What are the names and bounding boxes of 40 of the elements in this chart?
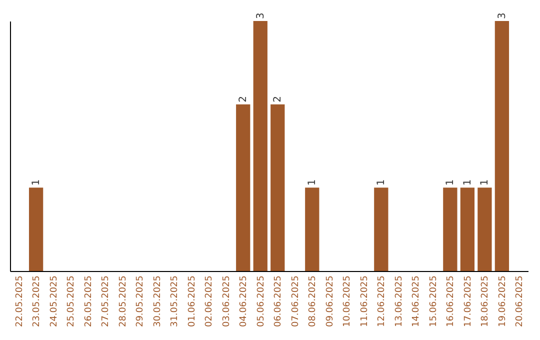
- x-tick-label: 18.06.2025: [480, 276, 491, 328]
- x-tick-label: 30.05.2025: [152, 276, 163, 328]
- data-label: 1: [462, 179, 474, 186]
- x-tick-label: 22.05.2025: [14, 276, 25, 328]
- x-tick-label: 28.05.2025: [118, 276, 128, 328]
- x-tick-label: 10.06.2025: [342, 276, 353, 328]
- x-tick-label: 24.05.2025: [49, 276, 60, 328]
- x-tick-label: 03.06.2025: [222, 276, 232, 328]
- data-label: 1: [445, 179, 456, 186]
- x-tick-label: 25.05.2025: [66, 276, 77, 328]
- data-label: 1: [376, 179, 388, 186]
- x-tick-label: 16.06.2025: [446, 276, 456, 328]
- x-tick-label: 26.05.2025: [84, 276, 94, 328]
- x-tick-label: 23.05.2025: [32, 276, 42, 328]
- x-tick-label: 15.06.2025: [428, 276, 439, 328]
- x-tick-label: 02.06.2025: [204, 276, 215, 328]
- x-tick-label: 11.06.2025: [360, 276, 370, 328]
- x-tick-label: 17.06.2025: [463, 276, 474, 328]
- data-label: 3: [255, 12, 266, 19]
- data-label: 2: [272, 96, 284, 102]
- x-tick-label: 20.06.2025: [515, 276, 526, 328]
- x-tick-label: 13.06.2025: [394, 276, 404, 328]
- data-label: 1: [31, 179, 42, 186]
- data-label: 1: [480, 179, 491, 186]
- x-tick-label: 07.06.2025: [290, 276, 301, 328]
- x-tick-label: 29.05.2025: [136, 276, 146, 328]
- x-tick-label: 14.06.2025: [412, 276, 422, 328]
- x-tick-label: 27.05.2025: [101, 276, 112, 328]
- x-tick-label: 05.06.2025: [256, 276, 266, 328]
- x-tick-label: 19.06.2025: [498, 276, 508, 328]
- x-tick-label: 31.05.2025: [170, 276, 180, 328]
- data-label: 1: [307, 179, 318, 186]
- x-tick-label: 08.06.2025: [308, 276, 318, 328]
- data-label: 2: [238, 96, 250, 102]
- x-tick-label: 01.06.2025: [187, 276, 198, 328]
- data-label: 3: [496, 12, 508, 19]
- x-tick-label: 12.06.2025: [377, 276, 388, 328]
- x-tick-label: 06.06.2025: [274, 276, 284, 328]
- x-tick-label: 09.06.2025: [325, 276, 336, 328]
- x-tick-label: 04.06.2025: [239, 276, 250, 328]
